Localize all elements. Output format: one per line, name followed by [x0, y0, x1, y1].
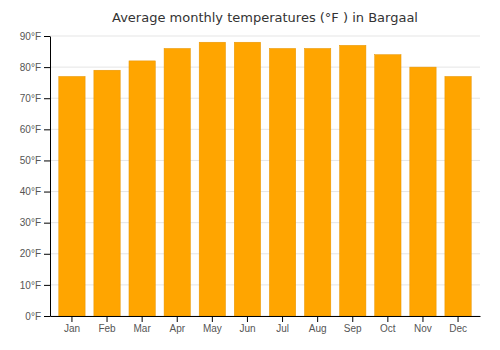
tick-label: Aug: [309, 323, 327, 334]
tick: Dec: [449, 316, 467, 334]
bar: [304, 48, 330, 316]
tick-mark: [352, 316, 353, 322]
tick-mark: [44, 223, 50, 224]
tick-label: Dec: [449, 323, 467, 334]
tick: Oct: [380, 316, 396, 334]
tick-mark: [44, 160, 50, 161]
axis-line: [51, 316, 481, 317]
x-axis: Jan Feb Mar Apr May Jun Jul Aug Sep Oct Nov Dec: [51, 316, 481, 334]
tick-mark: [44, 254, 50, 255]
tick-label: 40°F: [20, 186, 41, 197]
tick-label: 30°F: [20, 217, 41, 228]
bar: [269, 48, 295, 316]
tick: 20°F: [20, 248, 50, 259]
tick: 50°F: [20, 155, 50, 166]
tick-label: 80°F: [20, 62, 41, 73]
tick: 10°F: [20, 280, 50, 291]
tick-mark: [142, 316, 143, 322]
bar: [94, 70, 120, 316]
title: Average monthly temperatures (°F ) in Ba…: [112, 10, 418, 25]
tick-mark: [282, 316, 283, 322]
bar: [199, 42, 225, 316]
tick: 0°F: [25, 311, 50, 322]
bar: [375, 55, 401, 316]
bar: [445, 76, 471, 316]
plot: 0°F 10°F 20°F 30°F 40°F 50°F 60°F 70°F 80°F 90°F J…: [20, 31, 481, 334]
tick: Mar: [134, 316, 152, 334]
tick-mark: [44, 129, 50, 130]
tick-label: 0°F: [25, 311, 41, 322]
grid: [50, 36, 480, 316]
tick-label: 20°F: [20, 248, 41, 259]
tick: Jun: [239, 316, 255, 334]
tick: Nov: [414, 316, 432, 334]
tick: Sep: [344, 316, 362, 334]
tick-label: Jul: [276, 323, 289, 334]
tick-mark: [44, 36, 50, 37]
tick-mark: [107, 316, 108, 322]
tick: Jan: [64, 316, 80, 334]
tick-label: 60°F: [20, 124, 41, 135]
tick-mark: [44, 192, 50, 193]
bar: [164, 48, 190, 316]
tick: 80°F: [20, 62, 50, 73]
tick-mark: [44, 285, 50, 286]
tick-label: Jun: [239, 323, 255, 334]
tick: Feb: [98, 316, 116, 334]
tick: 40°F: [20, 186, 50, 197]
chart: 0°F 10°F 20°F 30°F 40°F 50°F 60°F 70°F 80°F 90°F J…: [0, 0, 500, 350]
tick: 60°F: [20, 124, 50, 135]
tick-label: 90°F: [20, 31, 41, 42]
marks: [59, 42, 471, 316]
tick-label: Jan: [64, 323, 80, 334]
tick-label: Mar: [134, 323, 152, 334]
grid-line: [50, 36, 480, 37]
tick-mark: [44, 98, 50, 99]
tick: Aug: [309, 316, 327, 334]
tick: May: [203, 316, 222, 334]
bar: [340, 45, 366, 316]
bar: [234, 42, 260, 316]
tick-label: Feb: [98, 323, 116, 334]
tick-label: Oct: [380, 323, 396, 334]
tick-mark: [317, 316, 318, 322]
tick-label: Nov: [414, 323, 432, 334]
tick-label: 70°F: [20, 93, 41, 104]
tick-mark: [71, 316, 72, 322]
y-axis: 0°F 10°F 20°F 30°F 40°F 50°F 60°F 70°F 80°F 90°F: [20, 31, 51, 322]
tick-mark: [177, 316, 178, 322]
tick-label: 10°F: [20, 280, 41, 291]
tick-mark: [458, 316, 459, 322]
bar: [59, 76, 85, 316]
tick-label: 50°F: [20, 155, 41, 166]
axis-line: [50, 37, 51, 317]
tick-label: Apr: [169, 323, 185, 334]
tick-mark: [44, 67, 50, 68]
tick: Jul: [276, 316, 289, 334]
tick: 90°F: [20, 31, 50, 42]
tick-mark: [387, 316, 388, 322]
tick-label: May: [203, 323, 222, 334]
bar: [410, 67, 436, 316]
tick-mark: [247, 316, 248, 322]
tick-mark: [44, 316, 50, 317]
bar: [129, 61, 155, 316]
tick-label: Sep: [344, 323, 362, 334]
tick: 30°F: [20, 217, 50, 228]
tick-mark: [212, 316, 213, 322]
tick: 70°F: [20, 93, 50, 104]
tick: Apr: [169, 316, 185, 334]
tick-mark: [422, 316, 423, 322]
